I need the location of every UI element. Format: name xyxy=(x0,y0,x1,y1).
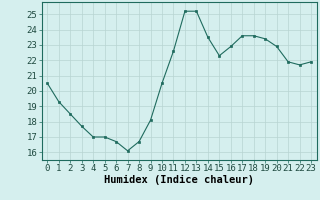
X-axis label: Humidex (Indice chaleur): Humidex (Indice chaleur) xyxy=(104,175,254,185)
